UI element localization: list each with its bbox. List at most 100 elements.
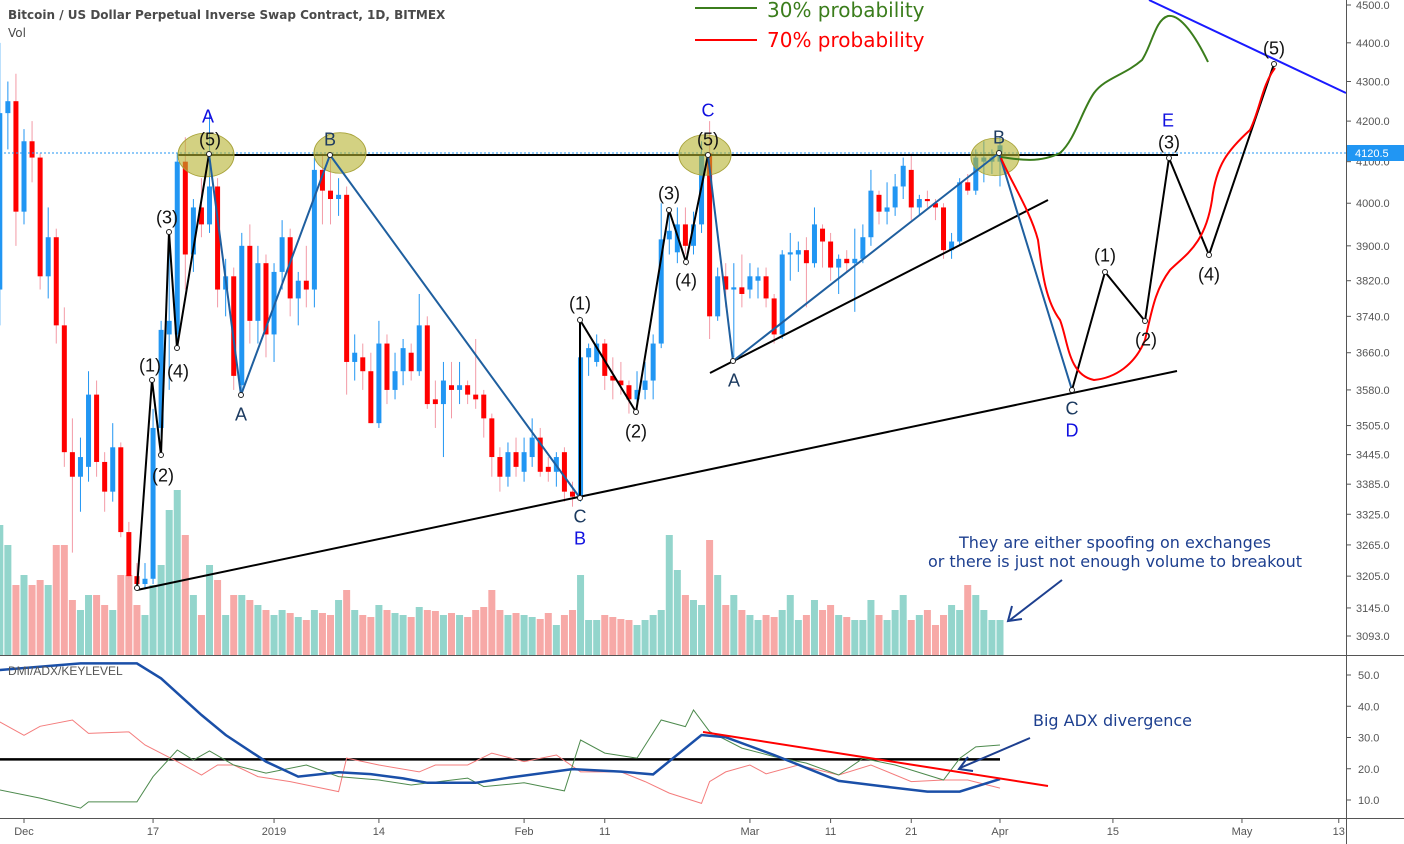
price-axis[interactable]: 4500.04400.04300.04200.04100.04000.03900… bbox=[1346, 0, 1390, 643]
volume-bar bbox=[254, 605, 262, 655]
volume-bar bbox=[617, 619, 625, 655]
volume-bar bbox=[754, 620, 762, 655]
wave-label: C bbox=[573, 506, 587, 527]
candle-body bbox=[416, 325, 422, 372]
candle-body bbox=[916, 199, 922, 208]
volume-bar bbox=[649, 615, 657, 655]
time-tick-label: Mar bbox=[740, 826, 759, 838]
volume-bar bbox=[318, 613, 326, 655]
top-marker bbox=[678, 134, 732, 176]
candle-body bbox=[771, 298, 777, 335]
wave-label: A bbox=[234, 404, 248, 425]
long-support-line bbox=[136, 370, 1178, 591]
last-price-badge: 4120.5 bbox=[1347, 145, 1404, 161]
volume-bar bbox=[964, 585, 972, 655]
volume-bar bbox=[189, 595, 197, 655]
volume-bar bbox=[480, 607, 488, 655]
volume-bar bbox=[197, 615, 205, 655]
volume-bar bbox=[36, 580, 44, 655]
candle-body bbox=[634, 389, 640, 400]
volume-bar bbox=[359, 615, 367, 655]
candle-body bbox=[53, 237, 59, 326]
candle-body bbox=[118, 447, 124, 533]
volume-bar bbox=[520, 615, 528, 655]
candle-body bbox=[505, 452, 511, 477]
wave-label: (5) bbox=[199, 129, 221, 150]
volume-bar bbox=[544, 613, 552, 655]
time-axis[interactable]: Dec 17 2019 14 Feb 11 Mar 11 21 Apr 15 May 13 bbox=[14, 818, 1345, 838]
candle-body bbox=[37, 157, 43, 277]
time-tick-label: 2019 bbox=[262, 826, 286, 838]
candle-body bbox=[400, 348, 406, 372]
volume-bar bbox=[802, 615, 810, 655]
volume-bar bbox=[367, 617, 375, 655]
volume-label: Vol bbox=[8, 26, 26, 40]
wave-abc-1 bbox=[208, 152, 581, 499]
di-minus-line bbox=[0, 719, 1001, 805]
wave-label: C bbox=[701, 100, 715, 121]
volume-bar bbox=[504, 615, 512, 655]
volume-bar bbox=[270, 615, 278, 655]
candle-body bbox=[319, 169, 325, 191]
candle-body bbox=[279, 237, 285, 272]
volume-note-arrow bbox=[1006, 579, 1063, 623]
candle-body bbox=[642, 380, 648, 390]
wave-label: A bbox=[727, 370, 741, 391]
price-tick-label: 3385.0 bbox=[1356, 479, 1390, 491]
volume-bar bbox=[577, 575, 585, 655]
candle-body bbox=[513, 452, 519, 467]
candle-body bbox=[594, 343, 600, 362]
wave-label: A bbox=[201, 106, 215, 127]
volume-bar bbox=[891, 610, 899, 655]
volume-bar bbox=[310, 610, 318, 655]
candle-body bbox=[586, 348, 592, 358]
volume-bar bbox=[996, 620, 1004, 655]
candle-body bbox=[473, 394, 479, 400]
price-tick-label: 3325.0 bbox=[1356, 509, 1390, 521]
volume-bar bbox=[585, 620, 593, 655]
candle-body bbox=[126, 532, 132, 577]
wave-label: (2) bbox=[625, 421, 647, 442]
candle-body bbox=[368, 371, 374, 424]
volume-bar bbox=[980, 610, 988, 655]
drawings bbox=[134, 0, 1347, 623]
wave-label: C bbox=[1065, 398, 1079, 419]
volume-bar bbox=[351, 610, 359, 655]
candle-body bbox=[739, 287, 745, 294]
downtrend-line bbox=[1148, 0, 1347, 94]
time-tick-label: 11 bbox=[825, 826, 836, 838]
volume-bar bbox=[278, 610, 286, 655]
legend-red-label: 70% probability bbox=[767, 28, 925, 52]
volume-bar bbox=[843, 617, 851, 655]
candle-body bbox=[618, 380, 624, 386]
time-tick-label: 11 bbox=[599, 826, 610, 838]
candle-body bbox=[537, 437, 543, 472]
candle-body bbox=[190, 207, 196, 255]
indicator-tick-label: 30.0 bbox=[1358, 733, 1379, 745]
adx-divergence-line bbox=[702, 731, 1049, 787]
volume-bar bbox=[85, 595, 93, 655]
volume-bar bbox=[141, 615, 149, 655]
volume-bar bbox=[907, 620, 915, 655]
wave-label: (3) bbox=[658, 183, 680, 204]
indicator-tick-label: 40.0 bbox=[1358, 701, 1379, 713]
volume-bar bbox=[464, 617, 472, 655]
volume-bar bbox=[44, 585, 52, 655]
volume-bar bbox=[923, 610, 931, 655]
volume-bar bbox=[173, 490, 181, 655]
candle-body bbox=[384, 343, 390, 390]
candle-body bbox=[360, 357, 366, 372]
volume-bar bbox=[859, 620, 867, 655]
candle-body bbox=[239, 245, 245, 386]
price-tick-label: 4500.0 bbox=[1356, 0, 1390, 12]
indicator-axis[interactable]: 50.0 40.0 30.0 20.0 10.0 bbox=[1346, 670, 1379, 807]
price-tick-label: 3205.0 bbox=[1356, 571, 1390, 583]
price-tick-label: 4400.0 bbox=[1356, 38, 1390, 50]
candle-body bbox=[448, 385, 454, 390]
candle-body bbox=[690, 224, 696, 246]
volume-bar bbox=[415, 607, 423, 655]
candle-body bbox=[207, 186, 213, 225]
wave-label: E bbox=[1161, 110, 1175, 131]
volume-bar bbox=[423, 610, 431, 655]
